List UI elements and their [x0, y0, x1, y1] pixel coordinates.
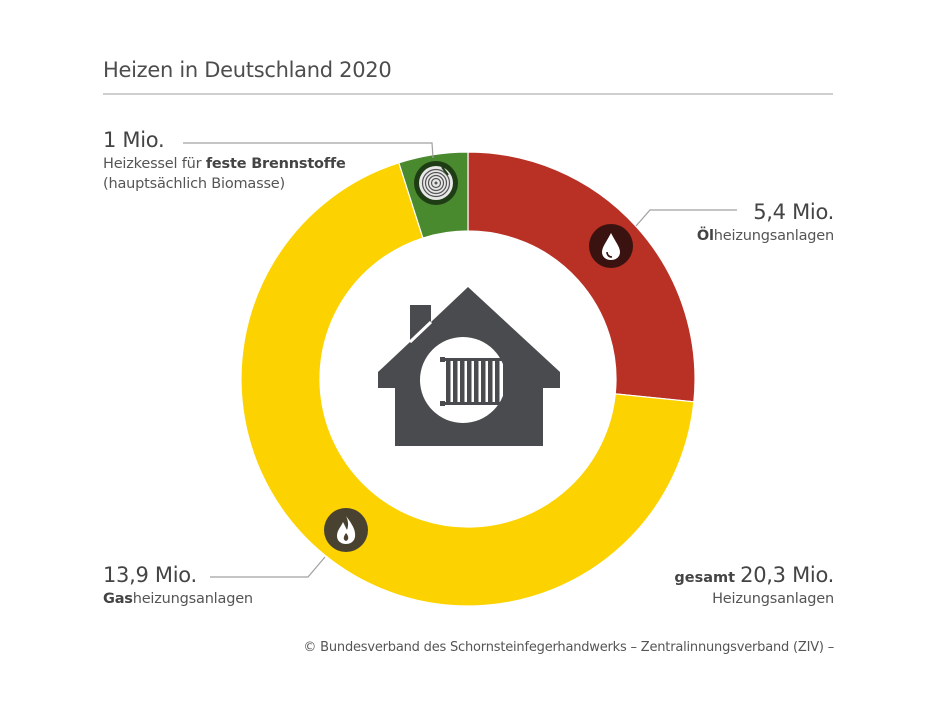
oil-desc-bold: Öl	[696, 228, 714, 244]
oil-label: 5,4 Mio. Ölheizungsanlagen	[697, 200, 834, 246]
gas-desc-rest: heizungsanlagen	[132, 591, 253, 607]
gas-value: 13,9 Mio.	[103, 563, 197, 587]
gas-desc: Gasheizungsanlagen	[103, 589, 253, 609]
oil-desc: Ölheizungsanlagen	[697, 226, 834, 246]
total-desc: Heizungsanlagen	[712, 591, 834, 607]
donut-segment-gas	[240, 162, 695, 607]
solid-fuel-desc: Heizkessel für feste Brennstoffe	[103, 154, 346, 174]
oil-drop-icon	[589, 224, 633, 268]
gas-desc-bold: Gas	[103, 591, 133, 607]
gas-label: 13,9 Mio. Gasheizungsanlagen	[103, 563, 253, 609]
donut-segments	[240, 151, 696, 607]
oil-value: 5,4 Mio.	[753, 200, 834, 224]
oil-desc-rest: heizungsanlagen	[713, 228, 834, 244]
solid-fuel-desc-line2: (hauptsächlich Biomasse)	[103, 176, 285, 192]
leader-line-oil	[635, 209, 737, 227]
total-value: 20,3 Mio.	[740, 563, 834, 587]
total-prefix: gesamt	[674, 570, 736, 586]
donut-segment-oil	[467, 151, 696, 403]
solid-fuel-value: 1 Mio.	[103, 128, 165, 152]
leader-line-gas	[210, 556, 326, 578]
page-title: Heizen in Deutschland 2020	[103, 58, 392, 82]
title-divider	[103, 93, 833, 95]
house-radiator-icon	[378, 287, 560, 446]
flame-icon	[324, 508, 368, 552]
wood-log-icon	[414, 161, 458, 205]
source-footer: © Bundesverband des Schornsteinfegerhand…	[303, 640, 834, 655]
solid-fuel-desc-prefix: Heizkessel für	[103, 156, 206, 172]
leader-line-solid	[183, 142, 434, 159]
solid-fuel-label: 1 Mio. Heizkessel für feste Brennstoffe …	[103, 128, 346, 194]
radiator-icon	[440, 357, 506, 406]
total-label: gesamt 20,3 Mio. Heizungsanlagen	[674, 563, 834, 609]
solid-fuel-desc-bold: feste Brennstoffe	[205, 156, 346, 172]
